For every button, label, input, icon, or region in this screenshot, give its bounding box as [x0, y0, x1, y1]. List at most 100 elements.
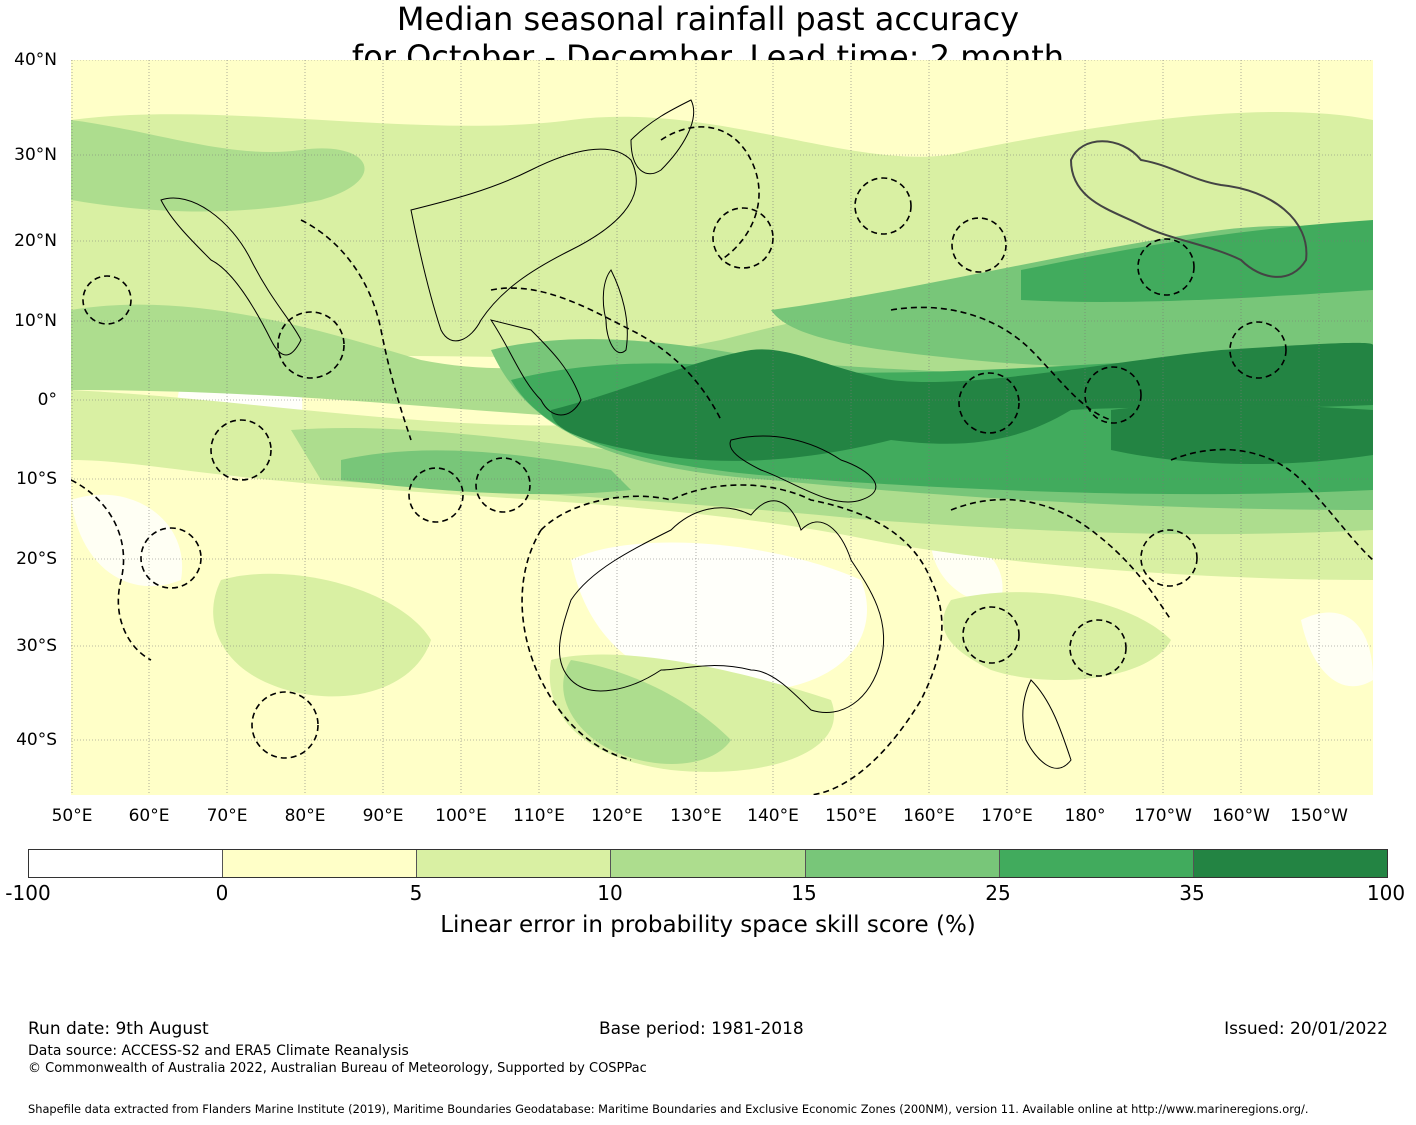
chart-title-line-1: Median seasonal rainfall past accuracy: [396, 0, 1020, 38]
eez-circle: [277, 311, 345, 379]
colorbar-segment: [1193, 850, 1387, 877]
eez-boundary: [890, 306, 1112, 421]
longitude-label: 140°E: [747, 806, 799, 826]
base-period: Base period: 1981-2018: [599, 1019, 804, 1039]
latitude-label: 40°S: [16, 730, 57, 750]
new-zealand-coastline: [1022, 679, 1072, 769]
skill-10-15-area: [71, 120, 365, 212]
eez-boundary: [490, 287, 722, 421]
longitude-label: 120°E: [591, 806, 643, 826]
eez-circle: [210, 419, 272, 481]
colorbar-tick-label: -100: [5, 881, 51, 905]
eez-circle: [1069, 619, 1127, 677]
latitude-label: 10°N: [14, 311, 57, 331]
solid-boundary: [1069, 140, 1308, 278]
colorbar-tick-label: 35: [1179, 881, 1205, 905]
skill-score-map: [71, 60, 1373, 795]
australia-coastline: [558, 500, 885, 714]
map-canvas: [71, 60, 1373, 795]
eez-circle: [475, 457, 531, 513]
data-source: Data source: ACCESS-S2 and ERA5 Climate …: [28, 1043, 409, 1059]
eez-circle: [82, 275, 132, 325]
longitude-label: 150°W: [1290, 806, 1348, 826]
latitude-label: 20°N: [14, 231, 57, 251]
issued-date: Issued: 20/01/2022: [1224, 1019, 1388, 1039]
latitude-label: 0°: [37, 390, 57, 410]
eez-circle: [854, 177, 912, 235]
colorbar-tick-label: 5: [409, 881, 423, 905]
longitude-label: 160°W: [1212, 806, 1270, 826]
colorbar-segment: [223, 850, 418, 877]
eez-circle: [962, 606, 1020, 664]
eez-circle: [1084, 366, 1142, 424]
negative-skill-area: [71, 494, 183, 587]
eez-boundary: [521, 529, 632, 761]
eez-circle: [712, 207, 774, 269]
colorbar-segment: [805, 850, 1000, 877]
latitude-label: 40°N: [14, 50, 57, 70]
eez-circle: [1140, 529, 1198, 587]
southeast-asia-coastline: [489, 319, 582, 416]
longitude-label: 110°E: [513, 806, 565, 826]
colorbar-tick-label: 25: [985, 881, 1011, 905]
colorbar-tick-label: 100: [1366, 881, 1406, 905]
eez-circle: [958, 372, 1020, 434]
colorbar-label: Linear error in probability space skill …: [440, 912, 976, 938]
eez-boundary: [1170, 448, 1373, 561]
latitude-label: 20°S: [16, 549, 57, 569]
japan-coastline: [630, 99, 695, 175]
colorbar-segment: [999, 850, 1194, 877]
longitude-label: 170°W: [1134, 806, 1192, 826]
longitude-label: 130°E: [670, 806, 722, 826]
india-coastline: [160, 197, 302, 356]
colorbar-segment: [611, 850, 806, 877]
latitude-label: 30°S: [16, 636, 57, 656]
east-asia-coastline: [410, 148, 637, 342]
colorbar: [28, 849, 1388, 878]
eez-circle: [251, 691, 319, 759]
eez-boundary: [71, 479, 152, 661]
latitude-label: 10°S: [16, 469, 57, 489]
colorbar-tick-label: 10: [597, 881, 623, 905]
shapefile-credit: Shapefile data extracted from Flanders M…: [28, 1102, 1309, 1116]
longitude-label: 150°E: [825, 806, 877, 826]
longitude-label: 90°E: [362, 806, 404, 826]
negative-skill-area: [1301, 612, 1373, 687]
colorbar-tick-label: 0: [215, 881, 229, 905]
eez-circle: [140, 527, 202, 589]
eez-boundary: [950, 498, 1172, 621]
colorbar-segment: [417, 850, 612, 877]
longitude-label: 70°E: [206, 806, 248, 826]
skill-5-10-area: [213, 573, 431, 697]
longitude-label: 170°E: [981, 806, 1033, 826]
longitude-label: 60°E: [128, 806, 170, 826]
skill-5-10-area: [943, 592, 1171, 680]
longitude-label: 80°E: [284, 806, 326, 826]
eez-boundaries: [71, 126, 1373, 795]
run-date: Run date: 9th August: [28, 1019, 209, 1039]
negative-skill-area: [571, 542, 867, 692]
eez-circle: [951, 217, 1007, 273]
skill-shading: [71, 111, 1373, 772]
skill-25-35-area: [1021, 220, 1373, 302]
colorbar-tick-label: 15: [791, 881, 817, 905]
longitude-label: 180°: [1064, 806, 1106, 826]
longitude-label: 50°E: [51, 806, 93, 826]
skill-10-15-area: [563, 660, 731, 764]
copyright-notice: © Commonwealth of Australia 2022, Austra…: [28, 1061, 647, 1076]
longitude-label: 100°E: [435, 806, 487, 826]
philippines-coastline: [602, 269, 628, 353]
eez-boundary: [540, 484, 943, 795]
land-outlines: [160, 99, 1072, 769]
eez-boundary: [660, 126, 760, 261]
eez-circle: [1137, 238, 1195, 296]
latitude-label: 30°N: [14, 145, 57, 165]
skill-15-25-area: [341, 450, 631, 495]
eez-circle: [408, 467, 464, 523]
colorbar-segment: [29, 850, 224, 877]
skill-35-100-area: [1111, 404, 1373, 465]
eez-boundary: [300, 219, 412, 441]
eez-circles: [82, 177, 1287, 759]
longitude-label: 160°E: [903, 806, 955, 826]
graticule-lines: [71, 60, 1373, 795]
